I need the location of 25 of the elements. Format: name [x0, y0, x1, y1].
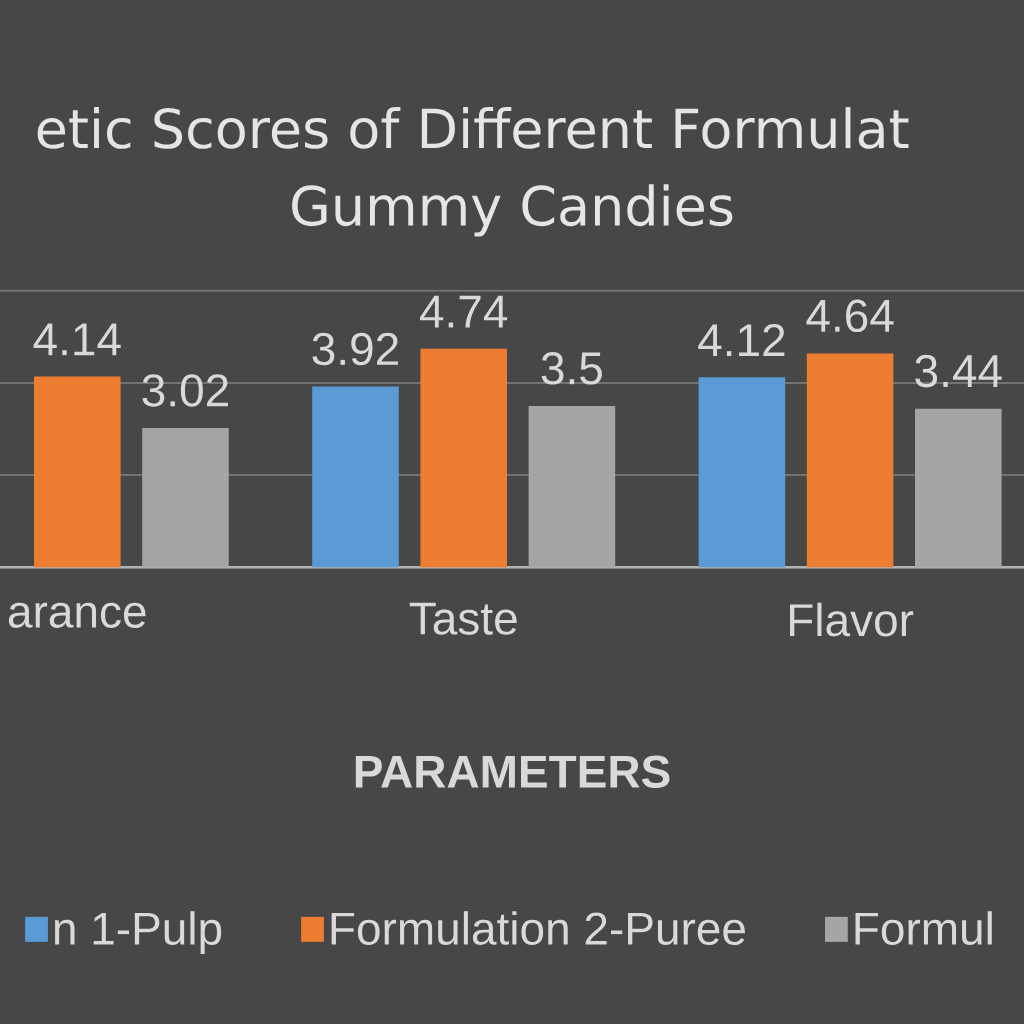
bar: [142, 428, 229, 568]
bar: [420, 348, 507, 568]
data-label: 4.74: [420, 295, 508, 328]
data-label: 4.14: [33, 323, 121, 356]
bar: [698, 377, 786, 568]
data-label: 3.44: [915, 354, 1002, 388]
legend-label: Formul: [855, 911, 992, 945]
x-tick-label: arance: [8, 602, 146, 628]
chart-title: etic Scores of Different Formulat: [37, 107, 909, 149]
bar: [312, 386, 399, 568]
chart-subtitle: Gummy Candies: [292, 184, 733, 237]
x-tick-label: Taste: [409, 602, 517, 635]
data-label: 4.12: [698, 323, 785, 357]
x-axis-title: PARAMETERS: [355, 755, 670, 789]
bar: [915, 408, 1002, 568]
bar: [528, 405, 616, 568]
data-label: 4.64: [806, 299, 894, 333]
data-label: 3.5: [541, 352, 602, 385]
bar: [34, 376, 121, 568]
legend-label: Formulation 2-Puree: [331, 911, 745, 945]
legend-label: n 1-Pulp: [54, 911, 222, 955]
data-label: 3.92: [312, 332, 398, 366]
bar: [806, 353, 894, 568]
data-label: 3.02: [142, 374, 228, 407]
x-tick-label: Flavor: [790, 602, 914, 637]
